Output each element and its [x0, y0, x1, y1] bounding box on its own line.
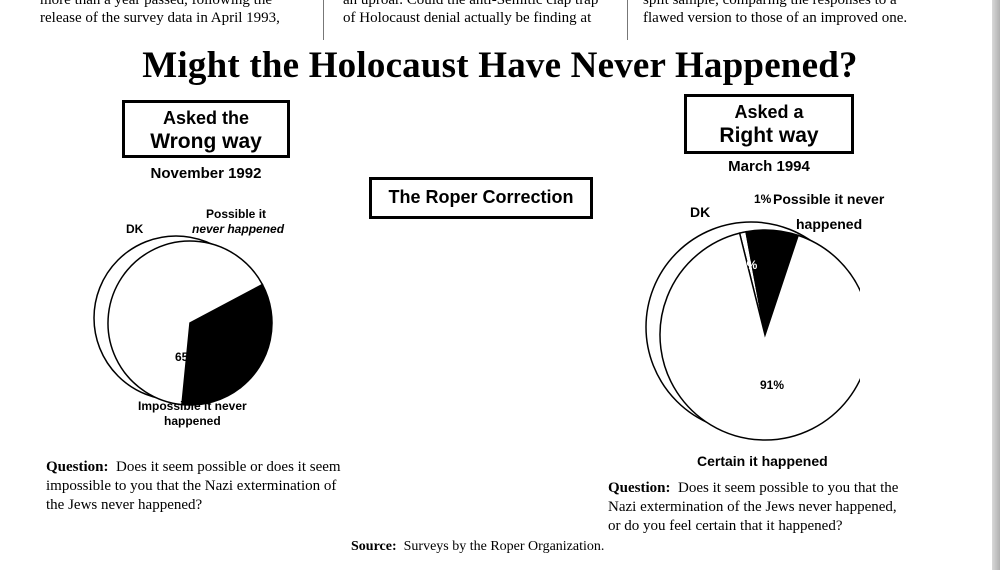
- left-pct-impossible: 65%: [175, 350, 200, 364]
- right-label-certain: Certain it happened: [697, 453, 828, 469]
- right-date: March 1994: [728, 158, 810, 175]
- right-label-possible-2: happened: [796, 216, 863, 232]
- right-question-line2: Nazi extermination of the Jews never hap…: [608, 499, 897, 515]
- right-method-box: Asked a Right way: [684, 94, 854, 154]
- left-label-dk: DK: [126, 222, 144, 236]
- pie-slice-certain-it-happened: [659, 232, 860, 441]
- right-label-possible-pct: 1%: [754, 192, 772, 206]
- column2-line1: an uproar. Could the anti-Semitic clap t…: [343, 0, 599, 8]
- pie-slice-dk: [181, 321, 242, 406]
- left-date: November 1992: [150, 165, 262, 182]
- left-box-line2: Wrong way: [150, 130, 262, 153]
- right-box-line2: Right way: [719, 124, 819, 147]
- left-pct-dk: 12%: [154, 268, 179, 282]
- left-label-impossible-1: Impossible it never: [138, 399, 247, 413]
- column1-line2: release of the survey data in April 1993…: [40, 10, 280, 26]
- right-box-line1: Asked a: [734, 102, 804, 122]
- column3-line1: split sample, comparing the responses to…: [643, 0, 897, 8]
- right-pct-dk: 8%: [740, 258, 758, 272]
- pie-slice-possible-it-never-happened: [188, 283, 273, 389]
- right-question-label: Question:: [608, 480, 671, 496]
- left-box-line1: Asked the: [162, 108, 250, 128]
- left-method-box: Asked the Wrong way: [122, 100, 290, 158]
- left-question-label: Question:: [46, 459, 109, 475]
- right-label-dk: DK: [690, 204, 711, 220]
- left-label-possible-2: never happened: [192, 222, 285, 236]
- headline: Might the Holocaust Have Never Happened?: [142, 45, 858, 86]
- right-pct-certain: 91%: [760, 378, 785, 392]
- right-question-line1: Does it seem possible to you that the: [678, 480, 899, 496]
- left-label-impossible-2: happened: [164, 414, 221, 428]
- column-rule-2: [627, 0, 628, 40]
- source-text: Surveys by the Roper Organization.: [403, 539, 605, 554]
- right-label-possible-1: Possible it never: [773, 191, 885, 207]
- right-question-line3: or do you feel certain that it happened?: [608, 518, 843, 534]
- left-question-line2: impossible to you that the Nazi extermin…: [46, 478, 337, 494]
- left-question-line1: Does it seem possible or does it seem: [116, 459, 341, 475]
- page-edge-scrollbar: [992, 0, 1000, 570]
- column-rule-1: [323, 0, 324, 40]
- left-question-line3: the Jews never happened?: [46, 497, 203, 513]
- right-pie-chart: [645, 221, 860, 441]
- source-note: Source: Surveys by the Roper Organizatio…: [351, 539, 604, 555]
- source-label: Source:: [351, 539, 397, 554]
- column3-line2: flawed version to those of an improved o…: [643, 10, 908, 26]
- column1-line1: more than a year passed, following the: [40, 0, 273, 8]
- center-title-box: The Roper Correction: [369, 177, 593, 219]
- column2-line2: of Holocaust denial actually be finding …: [343, 10, 592, 26]
- pie-slice-impossible-it-never-happened: [107, 240, 264, 406]
- left-question: Question: Does it seem possible or does …: [46, 458, 376, 515]
- left-pct-possible: 22%: [200, 285, 225, 299]
- right-question: Question: Does it seem possible to you t…: [608, 479, 938, 536]
- left-label-possible-1: Possible it: [206, 207, 267, 221]
- left-pie-chart: [93, 235, 273, 406]
